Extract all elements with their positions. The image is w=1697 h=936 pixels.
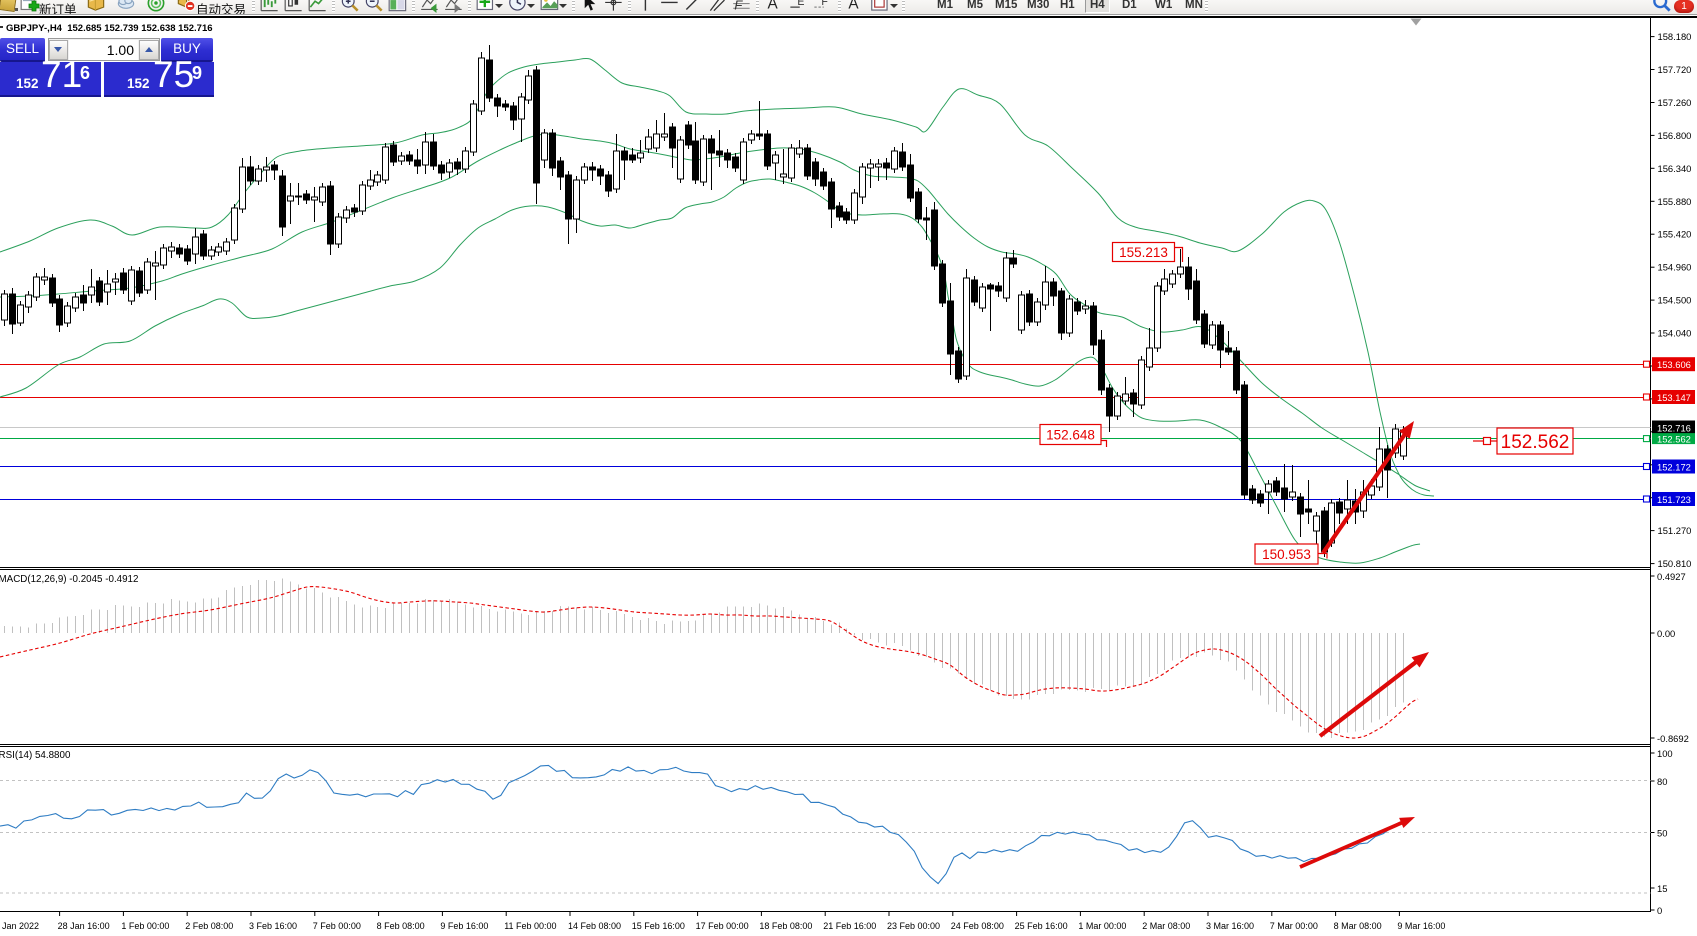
svg-text:3 Feb 16:00: 3 Feb 16:00 [249, 921, 297, 931]
svg-text:9 Feb 16:00: 9 Feb 16:00 [440, 921, 488, 931]
svg-text:154.040: 154.040 [1658, 328, 1692, 339]
svg-text:0.4927: 0.4927 [1657, 571, 1686, 582]
svg-text:150.953: 150.953 [1262, 547, 1311, 562]
svg-text:155.880: 155.880 [1658, 196, 1692, 207]
svg-text:17 Feb 00:00: 17 Feb 00:00 [696, 921, 749, 931]
svg-text:151.270: 151.270 [1658, 525, 1692, 536]
svg-text:A: A [768, 0, 779, 12]
svg-text:156.340: 156.340 [1658, 163, 1692, 174]
svg-text:F: F [821, 0, 828, 8]
svg-text:MACD(12,26,9) -0.2045 -0.4912: MACD(12,26,9) -0.2045 -0.4912 [0, 574, 138, 585]
svg-text:25 Feb 16:00: 25 Feb 16:00 [1015, 921, 1068, 931]
svg-text:24 Feb 08:00: 24 Feb 08:00 [951, 921, 1004, 931]
svg-text:152.562: 152.562 [1501, 432, 1570, 453]
svg-text:14 Feb 08:00: 14 Feb 08:00 [568, 921, 621, 931]
svg-text:2 Mar 08:00: 2 Mar 08:00 [1142, 921, 1190, 931]
svg-text:155.213: 155.213 [1119, 245, 1168, 260]
svg-text:15 Feb 16:00: 15 Feb 16:00 [632, 921, 685, 931]
svg-text:154.960: 154.960 [1658, 262, 1692, 273]
svg-text:8 Feb 08:00: 8 Feb 08:00 [377, 921, 425, 931]
svg-text:80: 80 [1657, 776, 1667, 787]
svg-text:9 Mar 16:00: 9 Mar 16:00 [1397, 921, 1445, 931]
svg-text:Jan 2022: Jan 2022 [2, 921, 39, 931]
svg-text:50: 50 [1657, 827, 1667, 838]
svg-text:11 Feb 00:00: 11 Feb 00:00 [504, 921, 556, 931]
svg-text:155.420: 155.420 [1658, 229, 1692, 240]
svg-text:2 Feb 08:00: 2 Feb 08:00 [185, 921, 233, 931]
svg-text:0.00: 0.00 [1657, 628, 1675, 639]
svg-text:23 Feb 00:00: 23 Feb 00:00 [887, 921, 940, 931]
svg-text:152.562: 152.562 [1657, 433, 1691, 444]
svg-text:152.172: 152.172 [1657, 461, 1691, 472]
svg-text:-0.8692: -0.8692 [1657, 733, 1689, 744]
svg-text:18 Feb 08:00: 18 Feb 08:00 [759, 921, 812, 931]
svg-text:3 Mar 16:00: 3 Mar 16:00 [1206, 921, 1254, 931]
svg-text:1 Feb 00:00: 1 Feb 00:00 [121, 921, 169, 931]
svg-text:156.800: 156.800 [1658, 130, 1692, 141]
svg-text:7 Feb 00:00: 7 Feb 00:00 [313, 921, 361, 931]
svg-text:151.723: 151.723 [1657, 494, 1691, 505]
svg-text:E: E [797, 0, 804, 8]
svg-text:153.606: 153.606 [1657, 359, 1691, 370]
svg-text:153.147: 153.147 [1657, 392, 1691, 403]
svg-text:21 Feb 16:00: 21 Feb 16:00 [823, 921, 876, 931]
svg-text:152.648: 152.648 [1046, 427, 1095, 442]
svg-text:157.720: 157.720 [1658, 64, 1692, 75]
svg-text:8 Mar 08:00: 8 Mar 08:00 [1334, 921, 1382, 931]
svg-text:158.180: 158.180 [1658, 31, 1692, 42]
svg-text:154.500: 154.500 [1658, 295, 1692, 306]
svg-text:15: 15 [1657, 883, 1667, 894]
svg-text:1 Mar 00:00: 1 Mar 00:00 [1078, 921, 1126, 931]
svg-text:RSI(14) 54.8800: RSI(14) 54.8800 [0, 750, 71, 761]
svg-text:F: F [734, 0, 743, 12]
svg-text:150.810: 150.810 [1658, 558, 1692, 569]
svg-text:28 Jan 16:00: 28 Jan 16:00 [58, 921, 110, 931]
svg-text:7 Mar 00:00: 7 Mar 00:00 [1270, 921, 1318, 931]
svg-text:GBPJPY-,H4 152.685 152.739 15: GBPJPY-,H4 152.685 152.739 152.638 152.7… [6, 23, 213, 34]
svg-text:A: A [848, 0, 859, 12]
svg-text:152.716: 152.716 [1657, 422, 1691, 433]
svg-text:100: 100 [1657, 748, 1673, 759]
svg-text:157.260: 157.260 [1658, 97, 1692, 108]
svg-text:0: 0 [1657, 905, 1662, 916]
